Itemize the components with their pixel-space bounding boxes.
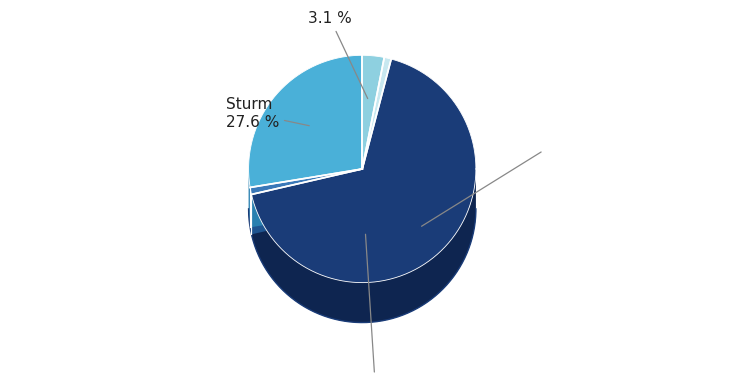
Polygon shape <box>250 187 251 234</box>
Polygon shape <box>251 169 363 234</box>
Polygon shape <box>251 169 363 234</box>
Text: 3.1 %: 3.1 % <box>308 11 368 99</box>
Polygon shape <box>248 169 250 227</box>
Polygon shape <box>251 59 476 283</box>
Polygon shape <box>248 209 476 323</box>
Polygon shape <box>251 169 476 323</box>
Polygon shape <box>250 169 363 227</box>
Polygon shape <box>363 58 391 169</box>
Polygon shape <box>363 55 384 169</box>
Polygon shape <box>250 169 363 227</box>
Polygon shape <box>250 169 363 194</box>
Text: Sturm
27.6 %: Sturm 27.6 % <box>225 98 310 130</box>
Polygon shape <box>248 55 363 187</box>
